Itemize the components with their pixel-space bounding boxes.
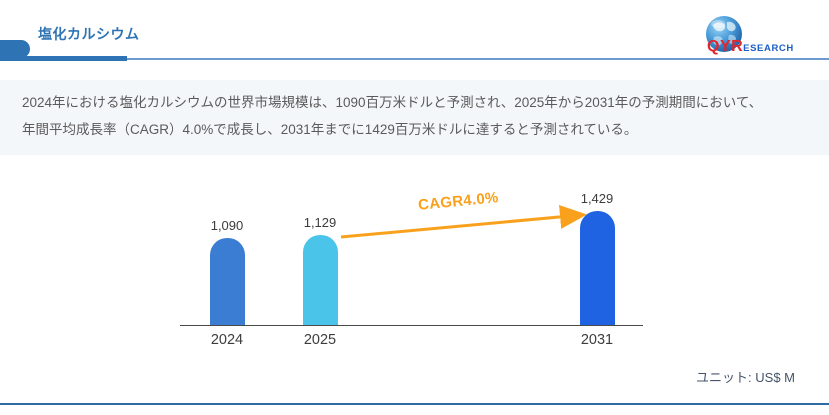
footer-line <box>0 403 829 405</box>
cagr-annotation: CAGR4.0% <box>417 189 500 214</box>
summary-line-2: 年間平均成長率（CAGR）4.0%で成長し、2031年までに1429百万米ドルに… <box>22 122 638 137</box>
bar-2031 <box>579 211 615 325</box>
header-underline-thick <box>0 56 127 61</box>
bar-2025 <box>302 235 338 325</box>
bar-group-2024: 1,090 <box>182 218 272 325</box>
cagr-arrow <box>340 204 587 239</box>
summary-line-1: 2024年における塩化カルシウムの世界市場規模は、1090百万米ドルと予測され、… <box>22 95 763 110</box>
header-accent-tab <box>0 40 30 58</box>
bar-value-2025: 1,129 <box>303 215 337 230</box>
bar-2024 <box>209 238 245 325</box>
x-axis <box>180 325 643 326</box>
market-chart: 1,090 1,129 1,429 2024 2025 2031 CAGR4.0… <box>0 175 829 375</box>
qyresearch-logo: QYRESEARCH <box>699 15 803 59</box>
bar-group-2025: 1,129 <box>275 215 365 325</box>
logo-esearch: ESEARCH <box>743 43 794 54</box>
bar-group-2031: 1,429 <box>552 191 642 325</box>
page-title: 塩化カルシウム <box>38 26 140 42</box>
globe-icon <box>706 16 742 52</box>
x-tick-2024: 2024 <box>210 332 244 348</box>
header-underline-thin <box>127 58 829 60</box>
logo-qyr: QYR <box>707 38 744 55</box>
bar-value-2024: 1,090 <box>210 218 244 233</box>
summary-panel: 2024年における塩化カルシウムの世界市場規模は、1090百万米ドルと予測され、… <box>0 80 829 155</box>
bar-value-2031: 1,429 <box>580 191 614 206</box>
x-tick-2031: 2031 <box>580 332 614 348</box>
x-tick-2025: 2025 <box>303 332 337 348</box>
unit-label: ユニット: US$ M <box>696 370 795 385</box>
logo-text: QYRESEARCH <box>707 38 794 56</box>
